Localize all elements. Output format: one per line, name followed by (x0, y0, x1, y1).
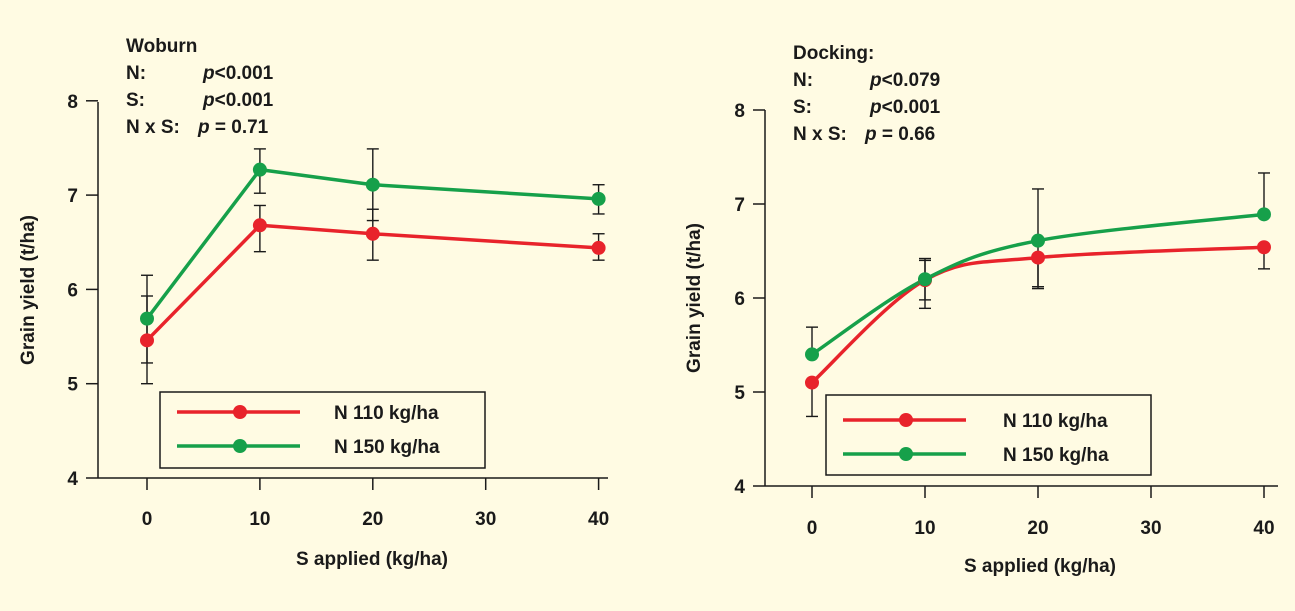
series-line (145, 223, 599, 342)
legend-label: N 110 kg/ha (334, 403, 439, 424)
x-tick-label: 20 (362, 509, 383, 530)
legend-label: N 150 kg/ha (334, 437, 440, 458)
legend-label: N 150 kg/ha (1003, 445, 1109, 466)
legend: N 110 kg/ha N 150 kg/ha (825, 394, 1152, 476)
x-tick-label: 0 (807, 518, 818, 539)
stat-label: N x S: (793, 124, 847, 145)
x-tick-label: 30 (1140, 518, 1161, 539)
data-point (140, 311, 154, 326)
data-point (140, 333, 154, 348)
y-tick-label: 5 (734, 383, 745, 404)
legend-swatch-marker (233, 439, 247, 453)
x-axis-title: S applied (kg/ha) (964, 556, 1116, 577)
panel-title: Docking: (793, 43, 874, 64)
data-point (252, 218, 267, 233)
y-tick-label: 8 (734, 101, 745, 122)
y-axis-title: Grain yield (t/ha) (684, 223, 705, 373)
data-point (1257, 207, 1271, 222)
x-tick-label: 0 (142, 509, 153, 530)
stat-label: N: (126, 63, 146, 84)
series-line (145, 167, 599, 320)
stats-block: N: p<0.079 S: p<0.001 N x S: p = 0.66 (793, 70, 941, 145)
y-tick-label: 4 (67, 469, 78, 490)
stat-label: N: (793, 70, 813, 91)
x-tick-label: 10 (914, 518, 935, 539)
legend-swatch-marker (233, 405, 247, 419)
series-line (810, 245, 1265, 384)
data-point (1031, 233, 1045, 248)
x-tick-label: 40 (588, 509, 609, 530)
series-line (811, 212, 1265, 356)
y-tick-label: 5 (67, 375, 78, 396)
y-tick-label: 7 (734, 195, 745, 216)
axes: 0 10 20 30 40 4 5 6 7 8 (734, 101, 1278, 539)
data-point (591, 240, 606, 255)
panel-woburn: Woburn N: p<0.001 S: p<0.001 N x S: p = … (18, 36, 609, 570)
data-point (252, 162, 267, 177)
stat-value: p<0.079 (869, 70, 940, 91)
stat-value: p = 0.71 (197, 117, 269, 138)
data-point (1257, 240, 1271, 255)
x-axis-title: S applied (kg/ha) (296, 549, 448, 570)
stat-value: p<0.001 (202, 63, 274, 84)
plot-area (805, 172, 1271, 418)
x-tick-label: 40 (1253, 518, 1274, 539)
legend-swatch-marker (899, 447, 913, 461)
stat-label: N x S: (126, 117, 180, 138)
stat-value: p = 0.66 (864, 124, 935, 145)
data-point (1031, 250, 1045, 265)
y-tick-label: 6 (67, 280, 78, 301)
stat-label: S: (793, 97, 812, 118)
panel-title: Woburn (126, 36, 197, 57)
legend-swatch-marker (899, 413, 913, 427)
x-tick-label: 20 (1027, 518, 1048, 539)
legend-box (825, 394, 1152, 476)
y-tick-label: 7 (67, 186, 78, 207)
data-point (805, 375, 819, 390)
plot-area (140, 148, 606, 385)
x-tick-label: 10 (249, 509, 270, 530)
x-tick-label: 30 (475, 509, 496, 530)
y-tick-label: 4 (734, 477, 745, 498)
stat-value: p<0.001 (869, 97, 941, 118)
data-point (918, 272, 932, 287)
data-point (591, 191, 606, 206)
y-tick-label: 6 (734, 289, 745, 310)
data-point (805, 347, 819, 362)
legend-box (159, 391, 486, 469)
stat-value: p<0.001 (202, 90, 274, 111)
y-tick-label: 8 (67, 92, 78, 113)
data-point (365, 177, 380, 192)
legend: N 110 kg/ha N 150 kg/ha (159, 391, 486, 469)
y-axis-title: Grain yield (t/ha) (18, 215, 39, 365)
stats-block: N: p<0.001 S: p<0.001 N x S: p = 0.71 (126, 63, 274, 138)
legend-label: N 110 kg/ha (1003, 411, 1108, 432)
panel-docking: Docking: N: p<0.079 S: p<0.001 N x S: p … (684, 43, 1278, 577)
axes: 0 10 20 30 40 4 5 6 7 8 (67, 92, 609, 530)
stat-label: S: (126, 90, 145, 111)
data-point (365, 226, 380, 241)
